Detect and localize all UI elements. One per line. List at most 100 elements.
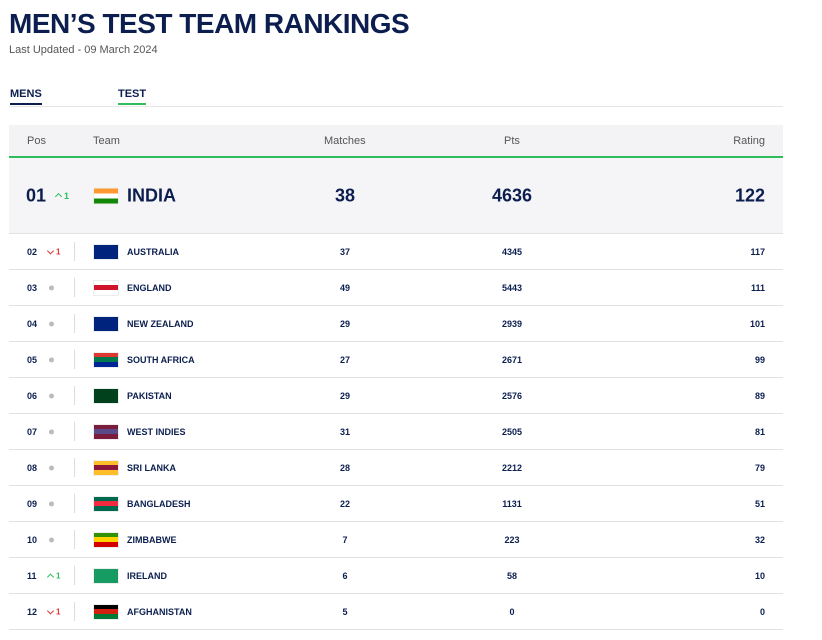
flag-stripe: [94, 433, 118, 439]
matches: 7: [342, 534, 348, 545]
flag: [93, 531, 119, 548]
change-count: 1: [56, 607, 61, 616]
flag-stripe: [94, 249, 118, 254]
flag-stripe: [94, 505, 118, 511]
movement: [49, 321, 54, 326]
flag-stripe: [94, 501, 118, 506]
flag-stripe: [94, 357, 118, 362]
separator: [74, 566, 75, 585]
rating: 101: [749, 318, 765, 329]
table-row: 01 1 INDIA 38 4636 122: [9, 158, 783, 234]
position: 07: [27, 426, 38, 437]
flag-stripe: [94, 573, 118, 578]
flag-stripe: [94, 465, 118, 470]
matches: 22: [339, 498, 351, 509]
matches: 38: [334, 185, 356, 205]
flag-stripe: [94, 568, 118, 574]
column-header: Rating: [733, 134, 765, 147]
movement: [49, 429, 54, 434]
rating: 79: [754, 462, 765, 473]
no-change-dot: [49, 537, 54, 542]
rating: 51: [754, 498, 765, 509]
flag: [93, 387, 119, 404]
movement: [49, 537, 54, 542]
table-row: 05 SOUTH AFRICA 27 2671 99: [9, 342, 783, 378]
flag-stripe: [94, 361, 118, 367]
tab[interactable]: TEST: [118, 88, 147, 105]
points: 5443: [501, 282, 523, 293]
rating: 111: [750, 282, 765, 293]
movement: [49, 285, 54, 290]
separator: [74, 602, 75, 621]
points: 4345: [501, 246, 523, 257]
flag-stripe: [94, 253, 118, 259]
movement: 1: [46, 571, 61, 581]
separator: [74, 386, 75, 405]
flag-stripe: [94, 244, 118, 250]
position: 02: [27, 246, 38, 257]
trend-arrow: [46, 572, 55, 581]
position: 01: [26, 185, 47, 205]
trend-arrow: [54, 192, 63, 201]
team-name: SOUTH AFRICA: [127, 354, 195, 365]
rating: 89: [754, 390, 765, 401]
movement: [49, 501, 54, 506]
flag-stripe: [94, 193, 118, 198]
position: 12: [27, 606, 38, 617]
separator: [74, 278, 75, 297]
points: 1131: [502, 498, 522, 509]
flag-stripe: [94, 393, 118, 398]
rating: 117: [750, 246, 765, 257]
flag: [93, 603, 119, 620]
tab[interactable]: MENS: [10, 88, 42, 105]
change-count: 1: [64, 190, 70, 201]
flag-stripe: [94, 604, 118, 610]
separator: [74, 314, 75, 333]
rating: 0: [759, 606, 765, 617]
team-name: ENGLAND: [127, 282, 172, 293]
flag-stripe: [94, 541, 118, 547]
rankings-table: Pos Team Matches Pts Rating 01 1 INDIA 38 4636 122…: [9, 125, 783, 630]
flag: [93, 423, 119, 440]
flag: [93, 351, 119, 368]
column-header: Matches: [324, 134, 366, 147]
no-change-dot: [49, 429, 54, 434]
rating: 10: [754, 570, 765, 581]
flag-stripe: [94, 397, 118, 403]
movement: 1: [54, 190, 70, 201]
no-change-dot: [49, 501, 54, 506]
flag-stripe: [94, 577, 118, 583]
table-row: 06 PAKISTAN 29 2576 89: [9, 378, 783, 414]
table-row: 07 WEST INDIES 31 2505 81: [9, 414, 783, 450]
flag-stripe: [94, 496, 118, 502]
flag-stripe: [94, 429, 118, 434]
flag-stripe: [94, 388, 118, 394]
rating: 81: [754, 426, 765, 437]
points: 2671: [501, 354, 523, 365]
separator: [74, 242, 75, 261]
matches: 49: [339, 282, 351, 293]
flag-stripe: [94, 289, 118, 295]
position: 11: [27, 570, 37, 581]
last-updated: Last Updated - 09 March 2024: [9, 44, 158, 56]
flag-stripe: [94, 424, 118, 430]
points: 0: [509, 606, 515, 617]
flag-stripe: [94, 280, 118, 286]
flag: [93, 459, 119, 476]
position: 08: [27, 462, 38, 473]
column-header: Pos: [27, 134, 46, 147]
points: 58: [506, 570, 518, 581]
column-header: Pts: [504, 134, 520, 147]
flag-stripe: [94, 321, 118, 326]
movement: [49, 357, 54, 362]
movement: 1: [46, 246, 61, 256]
team-name: IRELAND: [127, 570, 167, 581]
flag: [93, 187, 119, 204]
change-count: 1: [56, 571, 61, 580]
table-row: 10 ZIMBABWE 7 223 32: [9, 522, 783, 558]
separator: [74, 494, 75, 513]
change-count: 1: [56, 247, 61, 256]
rating: 99: [754, 354, 765, 365]
page-title: MEN’S TEST TEAM RANKINGS: [9, 8, 410, 39]
